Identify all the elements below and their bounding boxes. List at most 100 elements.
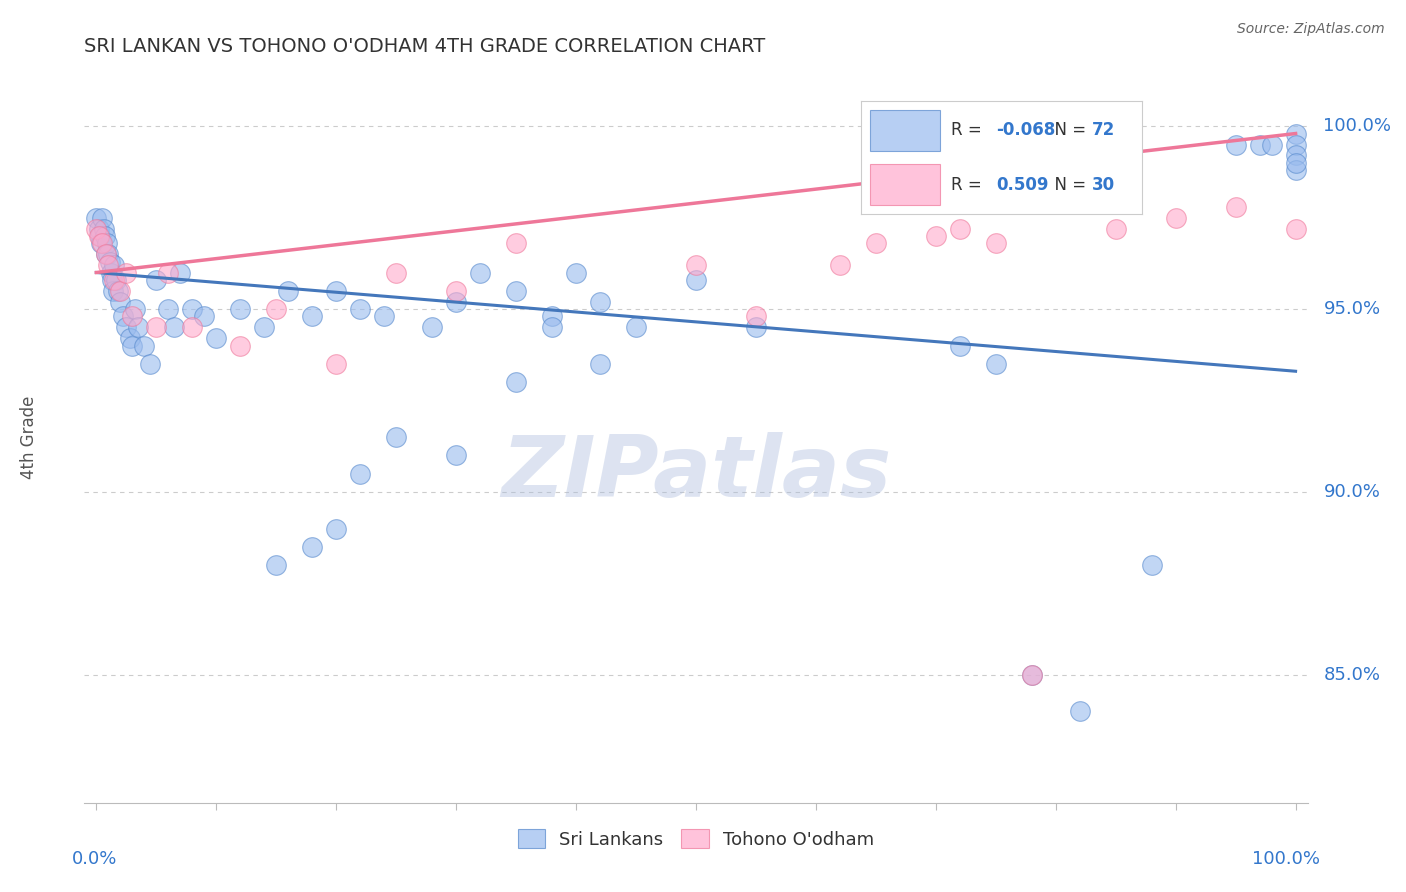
Point bbox=[145, 273, 167, 287]
Point bbox=[97, 247, 120, 261]
Point bbox=[1284, 148, 1306, 162]
Text: 100.0%: 100.0% bbox=[1323, 117, 1392, 136]
Point bbox=[121, 339, 143, 353]
Point bbox=[90, 236, 112, 251]
Point bbox=[1260, 137, 1282, 152]
Point bbox=[301, 540, 323, 554]
Point bbox=[134, 339, 156, 353]
Point bbox=[1284, 127, 1306, 141]
Point bbox=[1284, 221, 1306, 235]
Point bbox=[385, 265, 408, 279]
Point bbox=[541, 320, 564, 334]
Point bbox=[157, 265, 180, 279]
Point bbox=[1284, 137, 1306, 152]
Point bbox=[193, 310, 215, 324]
Point bbox=[468, 265, 491, 279]
Point bbox=[107, 284, 129, 298]
Text: 4th Grade: 4th Grade bbox=[20, 395, 38, 479]
Point bbox=[1225, 137, 1247, 152]
Point bbox=[349, 467, 371, 481]
Point bbox=[349, 301, 371, 317]
Text: 100.0%: 100.0% bbox=[1251, 850, 1320, 868]
Point bbox=[93, 221, 115, 235]
Point bbox=[101, 273, 124, 287]
Text: 90.0%: 90.0% bbox=[1323, 483, 1381, 501]
Point bbox=[949, 221, 972, 235]
Point bbox=[624, 320, 647, 334]
Text: 95.0%: 95.0% bbox=[1323, 300, 1381, 318]
Point bbox=[1164, 211, 1187, 225]
Point bbox=[115, 320, 138, 334]
Point bbox=[444, 448, 467, 462]
Point bbox=[124, 301, 146, 317]
Point bbox=[444, 294, 467, 309]
Point bbox=[169, 265, 191, 279]
Point bbox=[104, 273, 127, 287]
Point bbox=[87, 228, 110, 243]
Point bbox=[925, 228, 948, 243]
Point bbox=[253, 320, 276, 334]
Point bbox=[505, 375, 527, 389]
Point bbox=[589, 357, 612, 371]
Point bbox=[127, 320, 149, 334]
Point bbox=[1021, 668, 1043, 682]
Point bbox=[685, 258, 707, 272]
Point bbox=[264, 558, 287, 573]
Point bbox=[685, 273, 707, 287]
Text: Source: ZipAtlas.com: Source: ZipAtlas.com bbox=[1237, 22, 1385, 37]
Text: SRI LANKAN VS TOHONO O'ODHAM 4TH GRADE CORRELATION CHART: SRI LANKAN VS TOHONO O'ODHAM 4TH GRADE C… bbox=[84, 37, 766, 56]
Text: 0.0%: 0.0% bbox=[72, 850, 118, 868]
Point bbox=[103, 273, 125, 287]
Point bbox=[157, 301, 180, 317]
Point bbox=[100, 265, 122, 279]
Point bbox=[103, 258, 125, 272]
Point bbox=[565, 265, 588, 279]
Point bbox=[97, 258, 120, 272]
Point bbox=[301, 310, 323, 324]
Point bbox=[277, 284, 299, 298]
Point bbox=[91, 211, 114, 225]
Point bbox=[93, 228, 117, 243]
Point bbox=[101, 284, 124, 298]
Point bbox=[984, 357, 1007, 371]
Point bbox=[205, 331, 228, 345]
Point bbox=[111, 310, 134, 324]
Point bbox=[87, 221, 110, 235]
Point bbox=[1225, 200, 1247, 214]
Point bbox=[865, 236, 887, 251]
Point bbox=[1105, 221, 1128, 235]
Point bbox=[745, 310, 768, 324]
Point bbox=[94, 247, 117, 261]
Point bbox=[229, 339, 252, 353]
Point bbox=[145, 320, 167, 334]
Point bbox=[541, 310, 564, 324]
Point bbox=[181, 320, 204, 334]
Point bbox=[420, 320, 443, 334]
Point bbox=[163, 320, 186, 334]
Point bbox=[385, 430, 408, 444]
Point bbox=[86, 211, 108, 225]
Point bbox=[828, 258, 851, 272]
Legend: Sri Lankans, Tohono O'odham: Sri Lankans, Tohono O'odham bbox=[510, 822, 882, 856]
Point bbox=[91, 236, 114, 251]
Point bbox=[505, 236, 527, 251]
Text: 85.0%: 85.0% bbox=[1323, 665, 1381, 684]
Point bbox=[89, 228, 111, 243]
Point bbox=[229, 301, 252, 317]
Point bbox=[505, 284, 527, 298]
Point bbox=[118, 331, 141, 345]
Point bbox=[984, 236, 1007, 251]
Point bbox=[110, 294, 132, 309]
Point bbox=[121, 310, 143, 324]
Point bbox=[589, 294, 612, 309]
Point bbox=[1284, 163, 1306, 178]
Point bbox=[1069, 704, 1091, 718]
Point bbox=[1021, 668, 1043, 682]
Point bbox=[444, 284, 467, 298]
Point bbox=[325, 284, 347, 298]
Point bbox=[98, 254, 121, 268]
Point bbox=[1249, 137, 1271, 152]
Point bbox=[1140, 558, 1163, 573]
Point bbox=[94, 247, 117, 261]
Point bbox=[86, 221, 108, 235]
